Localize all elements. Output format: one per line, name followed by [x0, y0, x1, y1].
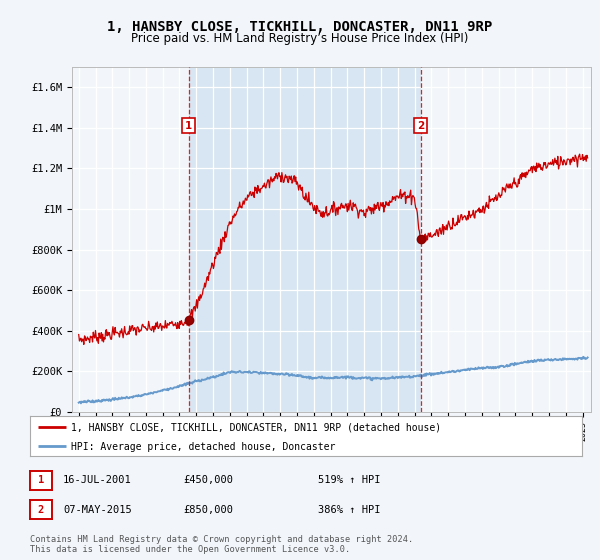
Text: 07-MAY-2015: 07-MAY-2015 — [63, 505, 132, 515]
Text: £450,000: £450,000 — [183, 475, 233, 486]
Text: 1, HANSBY CLOSE, TICKHILL, DONCASTER, DN11 9RP: 1, HANSBY CLOSE, TICKHILL, DONCASTER, DN… — [107, 20, 493, 34]
Text: This data is licensed under the Open Government Licence v3.0.: This data is licensed under the Open Gov… — [30, 545, 350, 554]
Text: 519% ↑ HPI: 519% ↑ HPI — [318, 475, 380, 486]
Text: 1: 1 — [185, 121, 192, 130]
Bar — [188, 67, 421, 412]
Text: 1: 1 — [38, 475, 44, 486]
Text: Contains HM Land Registry data © Crown copyright and database right 2024.: Contains HM Land Registry data © Crown c… — [30, 535, 413, 544]
Text: 16-JUL-2001: 16-JUL-2001 — [63, 475, 132, 486]
Text: Price paid vs. HM Land Registry’s House Price Index (HPI): Price paid vs. HM Land Registry’s House … — [131, 32, 469, 45]
Text: 1, HANSBY CLOSE, TICKHILL, DONCASTER, DN11 9RP (detached house): 1, HANSBY CLOSE, TICKHILL, DONCASTER, DN… — [71, 422, 442, 432]
Text: HPI: Average price, detached house, Doncaster: HPI: Average price, detached house, Donc… — [71, 442, 336, 452]
Text: 2: 2 — [417, 121, 424, 130]
Text: 386% ↑ HPI: 386% ↑ HPI — [318, 505, 380, 515]
Text: 2: 2 — [38, 505, 44, 515]
Text: £850,000: £850,000 — [183, 505, 233, 515]
